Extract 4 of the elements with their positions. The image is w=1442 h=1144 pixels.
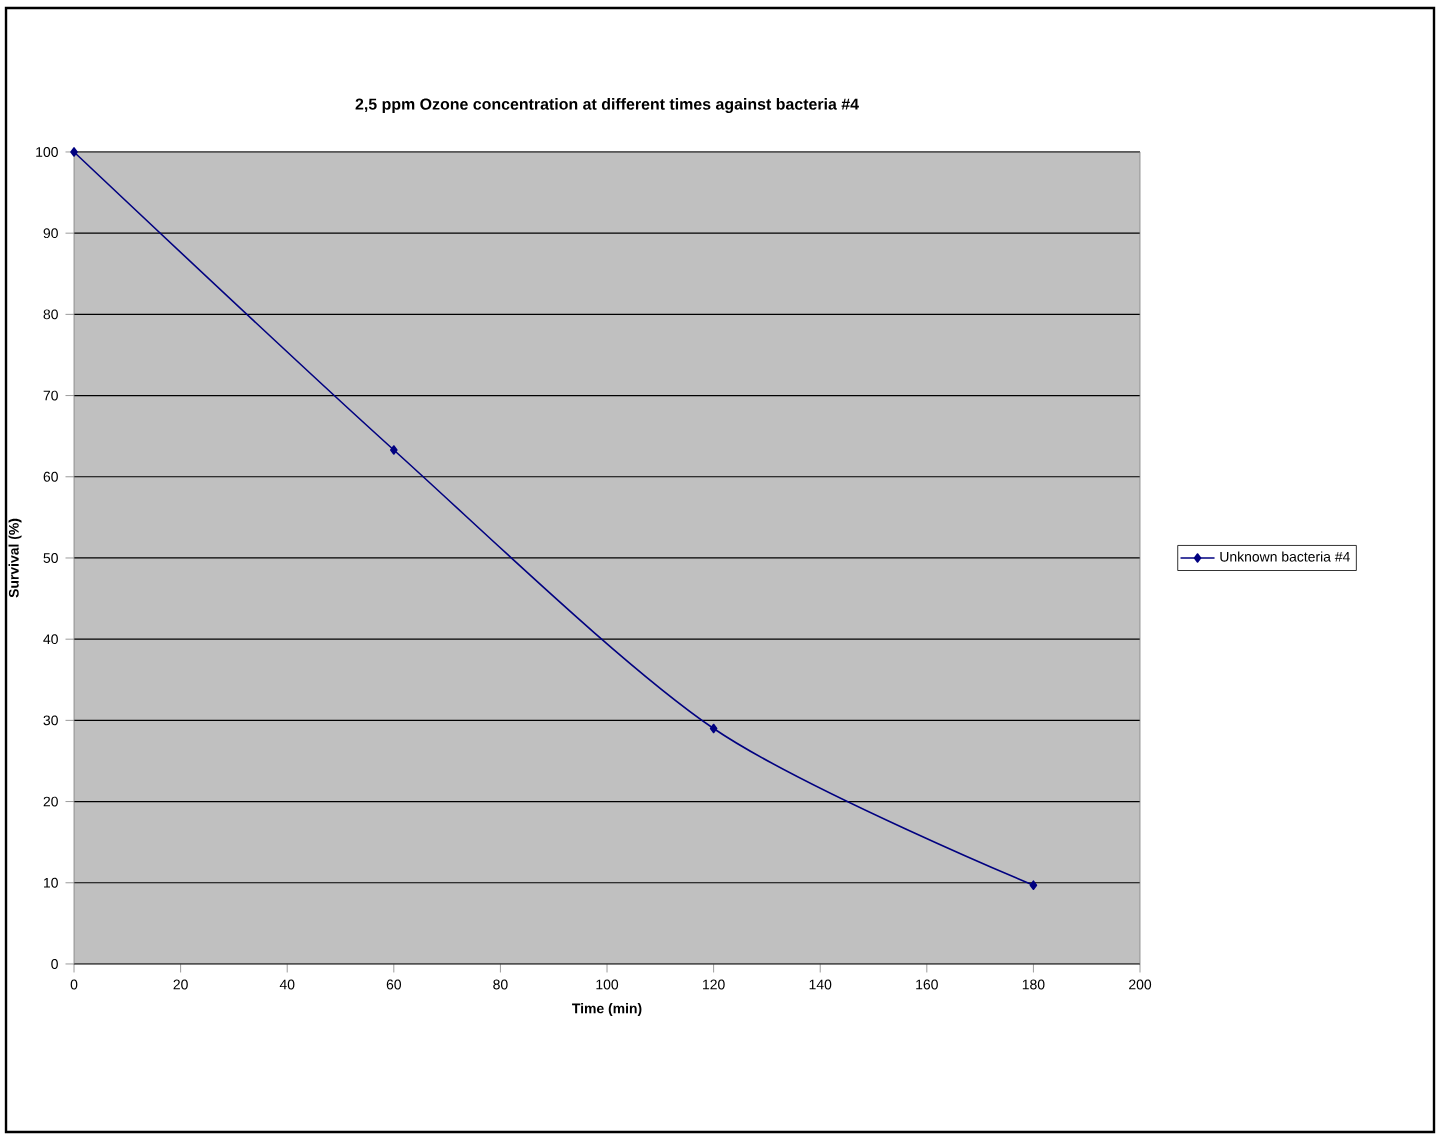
point: [709, 723, 718, 734]
point: [390, 445, 398, 455]
point: [70, 147, 78, 157]
point: [1029, 880, 1038, 891]
